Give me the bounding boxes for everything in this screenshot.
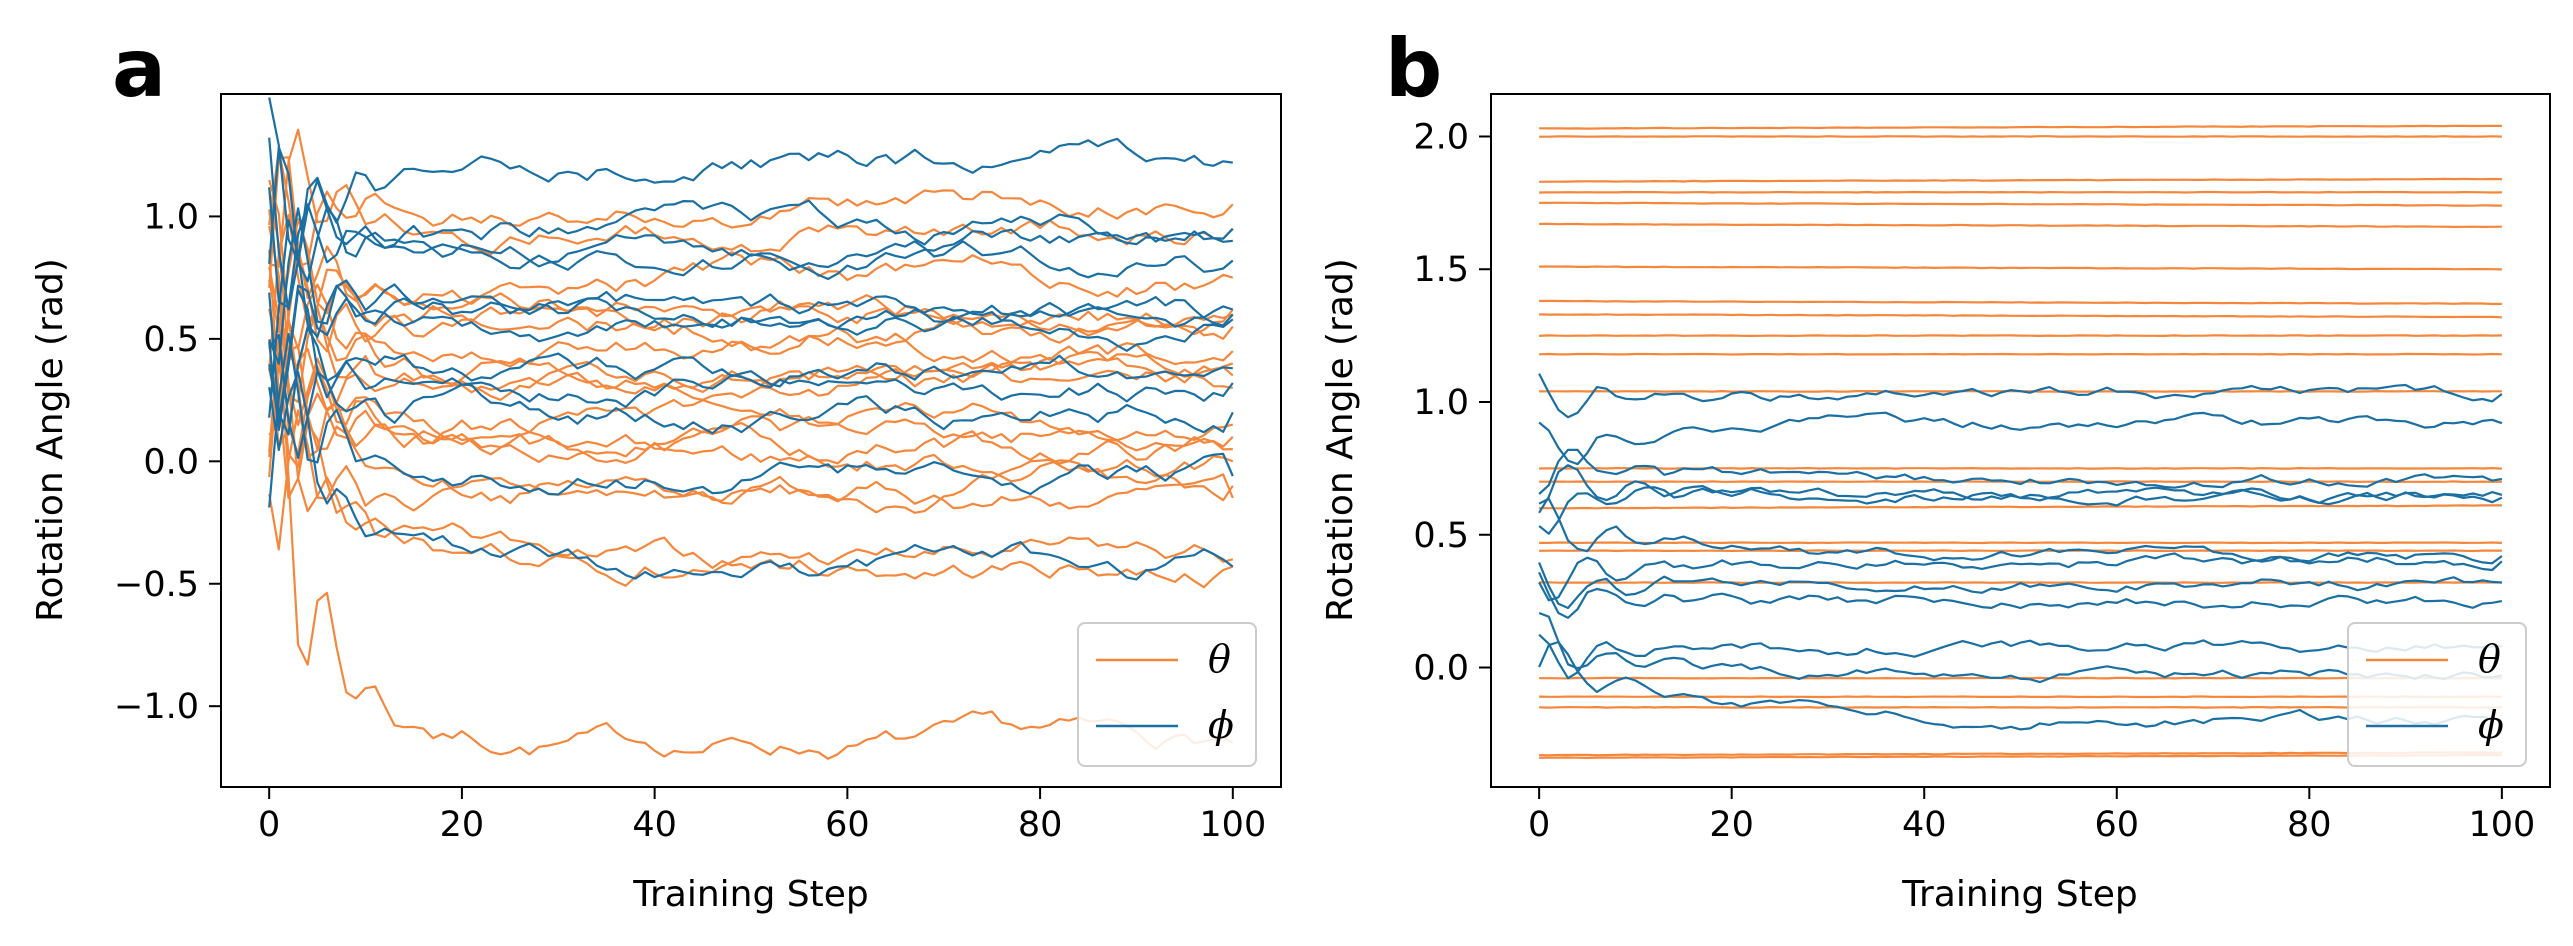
series-line-theta-16	[268, 213, 1234, 371]
y-tick-label: −0.5	[114, 565, 199, 605]
series-line-phi-27	[268, 187, 1234, 309]
series-line-phi-22	[268, 288, 1234, 432]
x-axis-label-b: Training Step	[1901, 874, 2137, 915]
y-tick-label: 0.5	[1413, 516, 1469, 556]
series-layer-a	[268, 97, 1234, 760]
series-line-phi-27	[1538, 562, 2502, 610]
ticks-layer-b: 0 20 40 60 80 100 0.0 0.5 1.0 1.5 2.0	[1413, 117, 2535, 845]
series-line-phi-33	[1538, 411, 2503, 466]
series-line-theta-17	[268, 128, 1234, 268]
x-tick-label: 80	[2287, 805, 2332, 845]
series-line-phi-32	[1538, 448, 2503, 495]
legend-label-theta-b: θ	[2478, 637, 2501, 681]
series-line-theta-14	[268, 218, 1234, 334]
panel-label-a: a	[112, 22, 166, 115]
series-line-theta-7	[1539, 541, 2502, 545]
x-tick-label: 40	[632, 805, 677, 845]
series-line-phi-24	[1538, 611, 2503, 684]
series-line-phi-26	[268, 207, 1234, 365]
series-line-theta-14	[1539, 313, 2502, 319]
series-line-theta-20	[1539, 177, 2502, 183]
panel-a: a 0 20 40 60 80 100 −1.0 −0.5 0.0 0.5 1.0 Training…	[30, 22, 1282, 915]
series-line-theta-9	[268, 188, 1233, 401]
x-tick-label: 60	[825, 805, 870, 845]
series-line-phi-30	[1538, 486, 2503, 535]
y-tick-label: 0.0	[1413, 649, 1469, 689]
series-line-theta-0	[1539, 753, 2502, 760]
series-line-theta-2	[268, 361, 1234, 589]
series-line-phi-34	[1538, 373, 2503, 419]
plot-frame-a	[220, 93, 1282, 788]
y-tick-label: 1.0	[1413, 383, 1469, 423]
x-tick-label: 40	[1902, 805, 1947, 845]
legend-label-phi-b: ϕ	[2478, 703, 2504, 747]
legend-label-phi-a: ϕ	[1208, 703, 1234, 747]
y-tick-label: 0.5	[143, 320, 199, 360]
series-line-phi-23	[268, 292, 1233, 436]
series-line-phi-19	[268, 370, 1234, 581]
y-axis-label-a: Rotation Angle (rad)	[30, 258, 71, 622]
series-line-phi-30	[268, 137, 1233, 311]
x-tick-label: 60	[2094, 805, 2139, 845]
series-line-theta-16	[1539, 265, 2502, 271]
y-axis-label-b: Rotation Angle (rad)	[1320, 258, 1361, 622]
y-tick-label: 1.5	[1413, 250, 1469, 290]
series-line-phi-25	[268, 284, 1234, 423]
series-line-theta-1	[1539, 751, 2502, 757]
series-line-theta-18	[268, 148, 1234, 268]
series-line-theta-13	[1539, 334, 2502, 337]
x-tick-label: 20	[1709, 805, 1754, 845]
series-line-theta-1	[268, 249, 1234, 587]
legend-b: θ ϕ	[2347, 622, 2527, 767]
y-tick-label: 2.0	[1413, 117, 1469, 157]
series-line-theta-22	[1539, 124, 2502, 130]
x-tick-label: 80	[1018, 805, 1063, 845]
series-line-theta-0	[268, 333, 1234, 760]
series-line-theta-12	[268, 179, 1234, 368]
series-line-phi-29	[1538, 497, 2503, 565]
panel-b: b 0 20 40 60 80 100 0.0 0.5 1.0 1.5 2.0 Training S…	[1320, 22, 2551, 915]
series-line-phi-20	[268, 332, 1234, 508]
series-line-theta-18	[1539, 201, 2502, 207]
x-tick-label: 100	[2468, 805, 2535, 845]
series-line-phi-25	[1538, 633, 2502, 680]
y-tick-label: −1.0	[114, 687, 199, 727]
series-line-phi-21	[268, 333, 1234, 459]
series-line-phi-31	[1538, 464, 2503, 514]
legend-label-theta-a: θ	[1208, 637, 1231, 681]
series-line-theta-8	[1539, 504, 2502, 510]
series-line-theta-19	[1539, 190, 2502, 194]
series-line-theta-9	[1539, 480, 2502, 483]
series-layer-b	[1538, 124, 2503, 760]
series-line-phi-23	[1538, 640, 2503, 731]
series-line-phi-26	[1538, 571, 2503, 619]
x-axis-label-a: Training Step	[632, 874, 868, 915]
y-tick-label: 0.0	[143, 442, 199, 482]
series-line-phi-28	[268, 146, 1233, 283]
series-line-theta-17	[1539, 222, 2502, 228]
series-line-theta-6	[1539, 549, 2502, 553]
series-line-phi-29	[268, 97, 1234, 263]
series-line-theta-2	[1539, 705, 2502, 709]
series-line-theta-21	[1539, 135, 2502, 138]
panel-label-b: b	[1385, 22, 1442, 115]
ticks-layer-a: 0 20 40 60 80 100 −1.0 −0.5 0.0 0.5 1.0	[114, 197, 1266, 845]
x-tick-label: 0	[1528, 805, 1550, 845]
x-tick-label: 100	[1199, 805, 1266, 845]
plot-frame-b	[1490, 93, 2551, 788]
series-line-theta-3	[268, 409, 1234, 551]
series-line-theta-12	[1539, 352, 2502, 356]
series-line-theta-8	[268, 266, 1234, 455]
x-tick-label: 20	[440, 805, 485, 845]
x-tick-label: 0	[258, 805, 280, 845]
legend-a: θ ϕ	[1077, 622, 1257, 767]
series-line-theta-13	[268, 248, 1234, 417]
y-tick-label: 1.0	[143, 197, 199, 237]
series-line-theta-6	[268, 317, 1233, 478]
series-line-theta-7	[268, 225, 1234, 463]
series-line-phi-24	[268, 219, 1234, 418]
series-line-phi-28	[1538, 552, 2503, 602]
series-line-theta-15	[1539, 299, 2502, 306]
